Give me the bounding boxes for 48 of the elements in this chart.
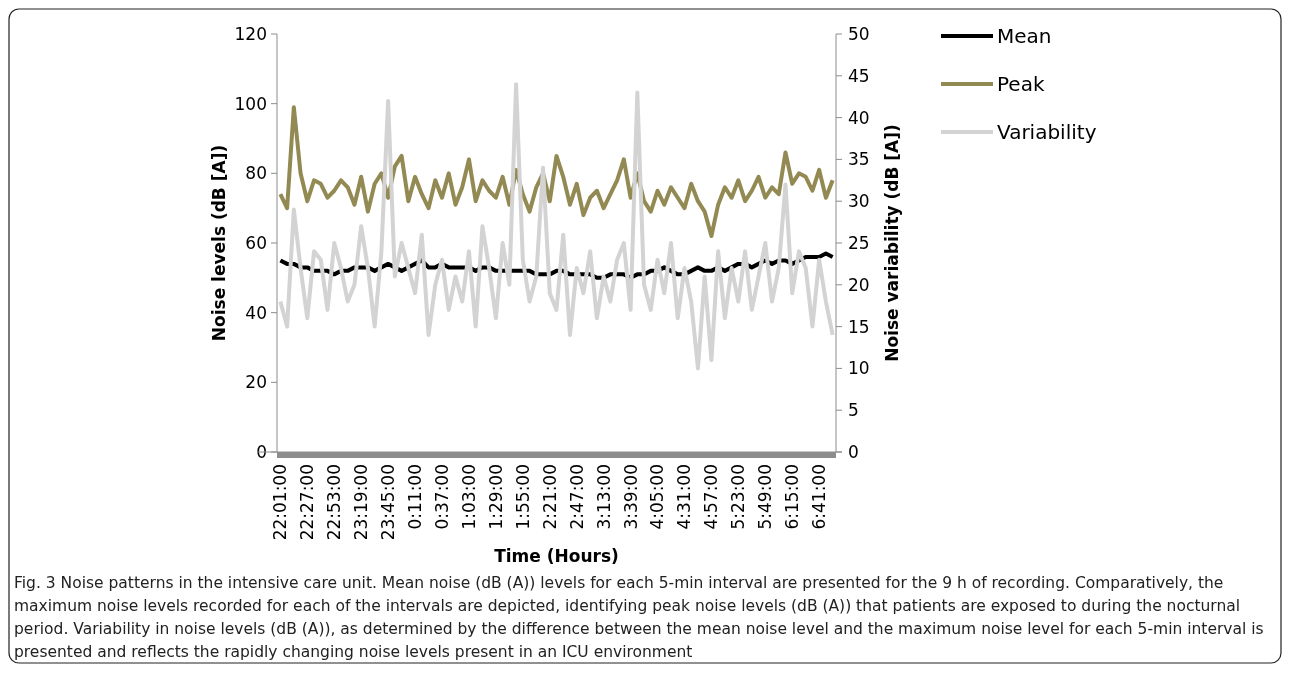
x-tick-label: 4:05:00 (647, 464, 668, 530)
x-tick-label: 1:29:00 (485, 464, 506, 530)
y2-tick-label: 45 (848, 65, 870, 86)
x-tick-label: 1:55:00 (512, 464, 533, 530)
x-tick-label: 22:53:00 (324, 464, 345, 541)
y-tick-label: 60 (245, 232, 267, 253)
y-tick-label: 100 (234, 93, 267, 114)
x-tick-label: 1:03:00 (458, 464, 479, 530)
line-series (278, 105, 835, 239)
y2-tick-label: 5 (848, 400, 859, 421)
y2-tick-label: 35 (848, 149, 870, 170)
x-tick-label: 0:37:00 (431, 464, 452, 530)
x-tick-label: 22:01:00 (270, 464, 291, 541)
y2-tick-label: 15 (848, 316, 870, 337)
x-tick-label: 4:31:00 (674, 464, 695, 530)
x-tick-label: 22:27:00 (297, 464, 318, 541)
legend-label: Peak (997, 72, 1045, 96)
y-axis-title: Noise levels (dB [A]) (209, 144, 229, 342)
x-tick-label: 4:57:00 (701, 464, 722, 530)
legend-label: Variability (997, 120, 1097, 144)
caption: Fig. 3 Noise patterns in the intensive care unit. Mean noise (dB (A)) levels for each 5-min interval are presented for the 9 h of recording. Comparatively, the maximum noise levels recorded for each of the intervals are depicted, identifying peak noise levels (dB (A)) that patients are exposed to during the nocturnal period. Variability in noise levels (dB (A)), as determined by the difference between the mean noise level and the maximum noise level for each 5-min interval is presented and reflects the rapidly changing noise levels present in an ICU environment (14, 573, 1265, 662)
legend-label: Mean (997, 24, 1052, 48)
x-tick-label: 6:15:00 (782, 464, 803, 530)
x-tick-label: 5:23:00 (728, 464, 749, 530)
x-tick-label: 23:45:00 (378, 464, 399, 541)
y2-axis-title: Noise variability (dB [A]) (882, 124, 902, 362)
y2-tick-label: 30 (848, 191, 870, 212)
x-axis-title: Time (Hours) (494, 546, 619, 566)
y2-tick-label: 50 (848, 23, 870, 44)
y2-tick-label: 40 (848, 107, 870, 128)
y-tick-label: 80 (245, 163, 267, 184)
y2-tick-label: 0 (848, 441, 859, 462)
y-tick-label: 120 (234, 23, 267, 44)
x-tick-label: 3:13:00 (593, 464, 614, 530)
y-tick-label: 0 (256, 441, 267, 462)
y-tick-label: 40 (245, 302, 267, 323)
y-tick-label: 20 (245, 372, 267, 393)
x-tick-label: 2:47:00 (566, 464, 587, 530)
x-tick-label: 5:49:00 (755, 464, 776, 530)
x-tick-label: 23:19:00 (351, 464, 372, 541)
x-tick-label: 0:11:00 (405, 464, 426, 530)
x-tick-label: 6:41:00 (809, 464, 830, 530)
line-series (278, 82, 835, 371)
x-tick-label: 2:21:00 (539, 464, 560, 530)
y2-tick-label: 10 (848, 358, 870, 379)
x-tick-label: 3:39:00 (620, 464, 641, 530)
y2-tick-label: 20 (848, 274, 870, 295)
y2-tick-label: 25 (848, 232, 870, 253)
